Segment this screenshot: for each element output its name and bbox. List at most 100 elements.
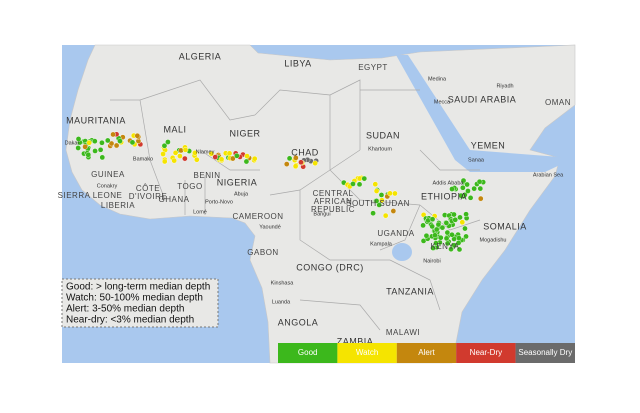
- country-label: SUDAN: [366, 130, 400, 140]
- station-dot: [192, 150, 198, 156]
- place-labels: Khartoum Addis Ababa Mogadishu Nairobi K…: [65, 76, 564, 305]
- station-dot: [161, 142, 168, 149]
- country-label: GUINEA: [91, 170, 125, 179]
- station-dot: [458, 192, 464, 199]
- station-dot: [194, 156, 200, 163]
- place-label: Abuja: [234, 191, 249, 197]
- country-label: GABON: [247, 248, 278, 257]
- scale-label: Watch: [356, 348, 378, 357]
- station-dot: [97, 146, 104, 153]
- station-dot: [356, 181, 363, 188]
- country-label: ETHIOPIA: [421, 191, 467, 201]
- station-dot: [435, 221, 442, 228]
- station-dot: [460, 184, 466, 191]
- station-dot: [430, 245, 436, 251]
- station-dot: [117, 138, 123, 144]
- station-dot: [456, 246, 463, 253]
- legend-line: Good: > long-term median depth: [66, 282, 210, 293]
- place-label: Khartoum: [368, 146, 392, 152]
- station-dot: [429, 216, 436, 223]
- station-dot: [134, 132, 141, 139]
- place-label: Kampala: [370, 241, 393, 247]
- station-dot: [182, 147, 189, 153]
- place-label: Mogadishu: [480, 237, 507, 243]
- country-label: SAUDI ARABIA: [448, 94, 517, 104]
- legend-frame: [61, 278, 219, 328]
- country-label: LIBERIA: [101, 201, 135, 210]
- station-dot: [476, 178, 483, 185]
- country-label: CHAD: [291, 147, 319, 157]
- station-dot: [429, 223, 435, 230]
- station-dot: [477, 185, 484, 192]
- station-dots: [75, 131, 486, 253]
- station-dot: [373, 198, 380, 204]
- scale-swatch: [337, 343, 397, 363]
- station-dot: [283, 161, 290, 167]
- station-dot: [452, 216, 459, 223]
- station-dot: [244, 153, 250, 159]
- country-label: NIGER: [229, 128, 260, 138]
- station-dot: [451, 211, 457, 218]
- place-label: Conakry: [97, 183, 118, 189]
- station-dot: [129, 139, 136, 146]
- station-dot: [449, 231, 455, 238]
- legend-line: Alert: 3-50% median depth: [66, 304, 184, 315]
- station-dot: [457, 214, 463, 221]
- country-label: YEMEN: [471, 140, 506, 150]
- station-dot: [161, 158, 168, 165]
- country-label: UGANDA: [377, 229, 414, 238]
- station-dot: [464, 181, 470, 188]
- station-dot: [218, 156, 225, 163]
- place-label: Addis Ababa: [433, 180, 465, 186]
- station-dot: [75, 136, 82, 142]
- country-label: GHANA: [159, 195, 190, 204]
- station-dot: [443, 235, 450, 242]
- station-dot: [230, 155, 236, 162]
- country-label: TANZANIA: [386, 286, 434, 296]
- place-label: Yaoundé: [259, 224, 281, 230]
- country-label: ALGERIA: [179, 51, 222, 61]
- station-dot: [108, 140, 115, 147]
- station-dot: [212, 154, 219, 160]
- station-dot: [165, 139, 171, 145]
- country-label: TOGO: [177, 182, 202, 191]
- station-dot: [172, 149, 179, 156]
- station-dot: [208, 150, 215, 157]
- station-dot: [171, 157, 177, 164]
- country-label: ZAMBIA: [337, 336, 374, 346]
- station-dot: [390, 208, 397, 214]
- color-scale: Good Watch Alert Near-Dry Seasonally Dry: [278, 343, 575, 363]
- station-dot: [467, 195, 474, 201]
- station-dot: [251, 155, 258, 162]
- station-dot: [382, 212, 389, 219]
- country-label: SOMALIA: [483, 221, 527, 231]
- country-label: CÔTE: [136, 184, 160, 193]
- station-dot: [437, 234, 444, 241]
- station-dot: [92, 138, 98, 144]
- legend-line: Near-dry: <3% median depth: [66, 315, 194, 326]
- station-dot: [433, 226, 440, 233]
- station-dot: [444, 229, 451, 236]
- scale-label: Good: [298, 348, 318, 357]
- station-dot: [462, 225, 468, 232]
- station-dot: [113, 142, 120, 149]
- station-dot: [110, 131, 116, 138]
- station-dot: [432, 232, 438, 239]
- place-label: Arabian Sea: [533, 172, 564, 178]
- station-dot: [292, 163, 299, 170]
- lake-victoria: [392, 243, 412, 261]
- station-dot: [443, 220, 450, 226]
- place-label: Niamey: [196, 149, 215, 155]
- legend-line: Watch: 50-100% median depth: [66, 293, 203, 304]
- station-dot: [451, 242, 458, 249]
- station-dot: [463, 233, 469, 240]
- country-label: EGYPT: [358, 63, 388, 72]
- place-label: Dakar: [65, 140, 80, 146]
- station-dot: [449, 186, 455, 192]
- scale-swatch: [515, 343, 575, 363]
- station-dot: [82, 143, 88, 150]
- station-dot: [392, 190, 398, 197]
- place-label: Lomé: [193, 209, 207, 215]
- place-label: Medina: [428, 76, 447, 82]
- place-label: Porto-Novo: [205, 199, 233, 205]
